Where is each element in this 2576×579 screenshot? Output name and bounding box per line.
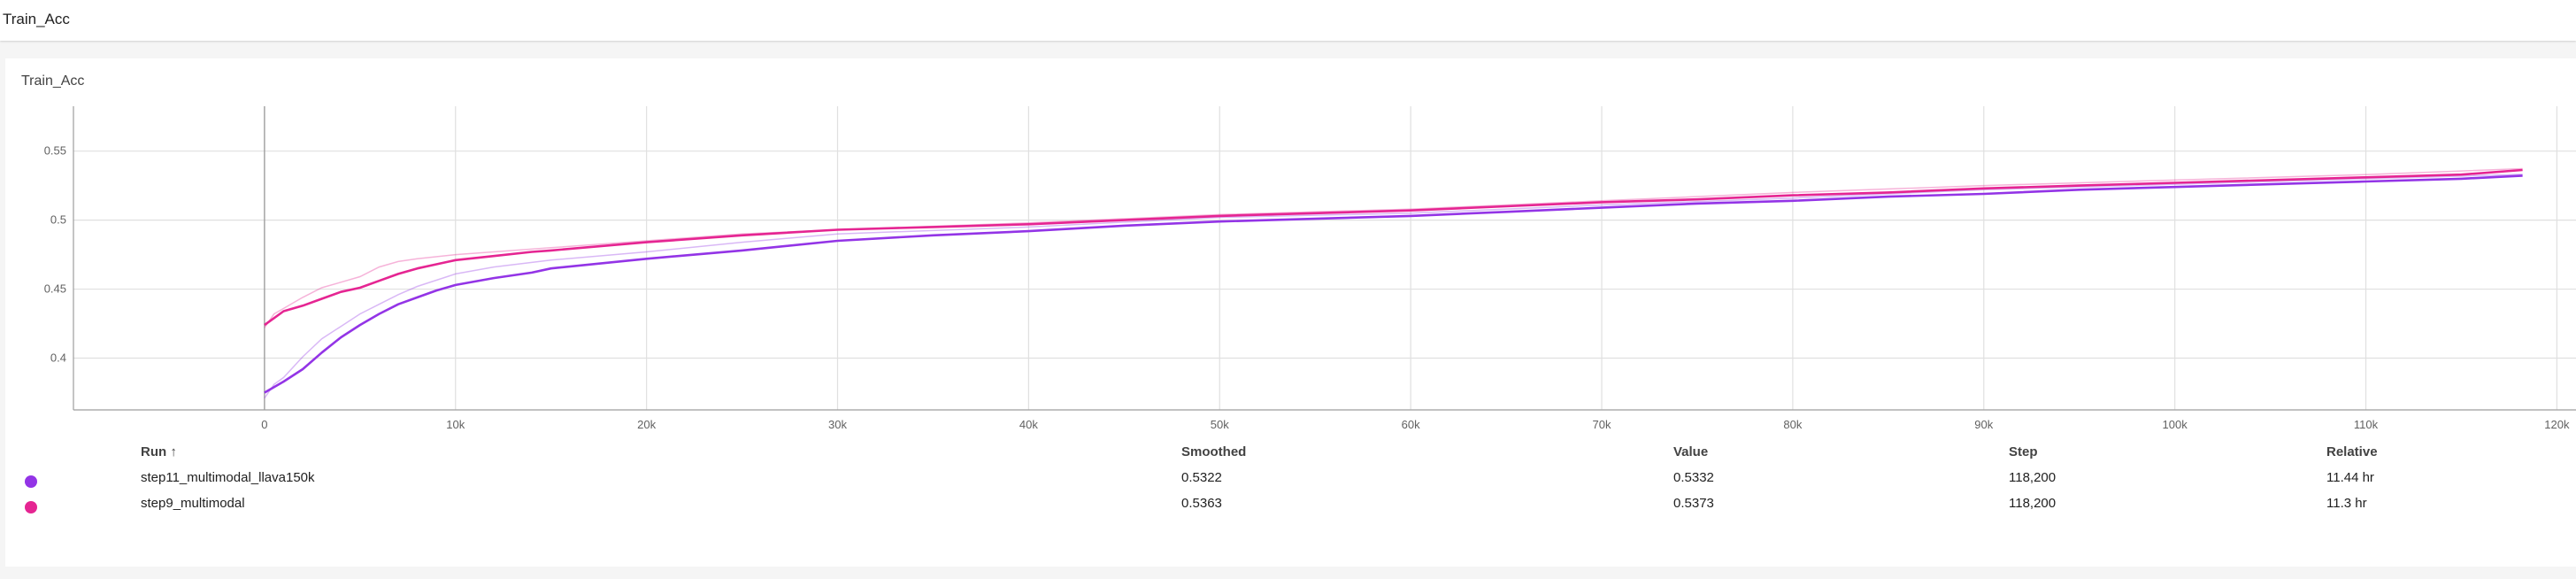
run-color-dot <box>25 501 37 513</box>
x-tick-label: 40k <box>1019 418 1038 431</box>
x-tick-label: 80k <box>1783 418 1802 431</box>
x-tick-label: 120k <box>2544 418 2570 431</box>
col-header-relative[interactable]: Relative <box>2326 444 2378 459</box>
x-tick-label: 110k <box>2354 418 2379 431</box>
grid <box>73 106 2576 410</box>
series-raw-line <box>264 174 2523 399</box>
axes <box>73 106 2576 411</box>
relative-time: 11.44 hr <box>2326 470 2374 485</box>
col-header-run[interactable]: Run ↑ <box>141 444 177 459</box>
step: 118,200 <box>2009 470 2057 485</box>
y-tick-label: 0.4 <box>50 351 66 365</box>
col-header-value[interactable]: Value <box>1673 444 1709 459</box>
card-title: Train_Acc <box>21 73 85 89</box>
x-tick-label: 30k <box>828 418 847 431</box>
x-tick-label: 60k <box>1402 418 1420 431</box>
section-title: Train_Acc <box>3 11 70 27</box>
x-tick-label: 0 <box>261 418 267 431</box>
value: 0.5332 <box>1673 470 1714 485</box>
run-color-dot <box>25 475 37 488</box>
x-tick-label: 70k <box>1593 418 1611 431</box>
smoothed-value: 0.5322 <box>1181 470 1222 485</box>
line-chart[interactable]: 0.4 0.45 0.5 0.55 0 10k 20k 30k 40k 50k 60k 70k 80k 9… <box>5 58 2576 567</box>
series-raw-line <box>264 167 2523 328</box>
series-smoothed-line <box>264 174 2523 394</box>
col-header-step[interactable]: Step <box>2009 444 2038 459</box>
step: 118,200 <box>2009 496 2057 511</box>
value: 0.5373 <box>1673 496 1714 511</box>
x-tick-label: 10k <box>446 418 465 431</box>
run-name: step11_multimodal_llava150k <box>141 470 315 485</box>
tick-labels: 0.4 0.45 0.5 0.55 0 10k 20k 30k 40k 50k 60k 70k 80k 9… <box>44 144 2570 431</box>
y-tick-label: 0.45 <box>44 282 66 296</box>
x-tick-label: 100k <box>2163 418 2188 431</box>
run-name: step9_multimodal <box>141 496 245 511</box>
x-tick-label: 50k <box>1211 418 1229 431</box>
relative-time: 11.3 hr <box>2326 496 2367 511</box>
top-header: Train_Acc <box>0 0 2576 41</box>
y-tick-label: 0.55 <box>44 144 66 158</box>
series-smoothed-line <box>264 168 2523 327</box>
chart-card: Train_Acc 0.4 0.45 0.5 0.55 0 10k 20k 30k 40k 50k… <box>5 58 2576 567</box>
y-tick-label: 0.5 <box>50 213 66 227</box>
series-lines <box>264 167 2523 399</box>
col-header-smoothed[interactable]: Smoothed <box>1181 444 1247 459</box>
smoothed-value: 0.5363 <box>1181 496 1222 511</box>
x-tick-label: 90k <box>1974 418 1993 431</box>
x-tick-label: 20k <box>637 418 656 431</box>
